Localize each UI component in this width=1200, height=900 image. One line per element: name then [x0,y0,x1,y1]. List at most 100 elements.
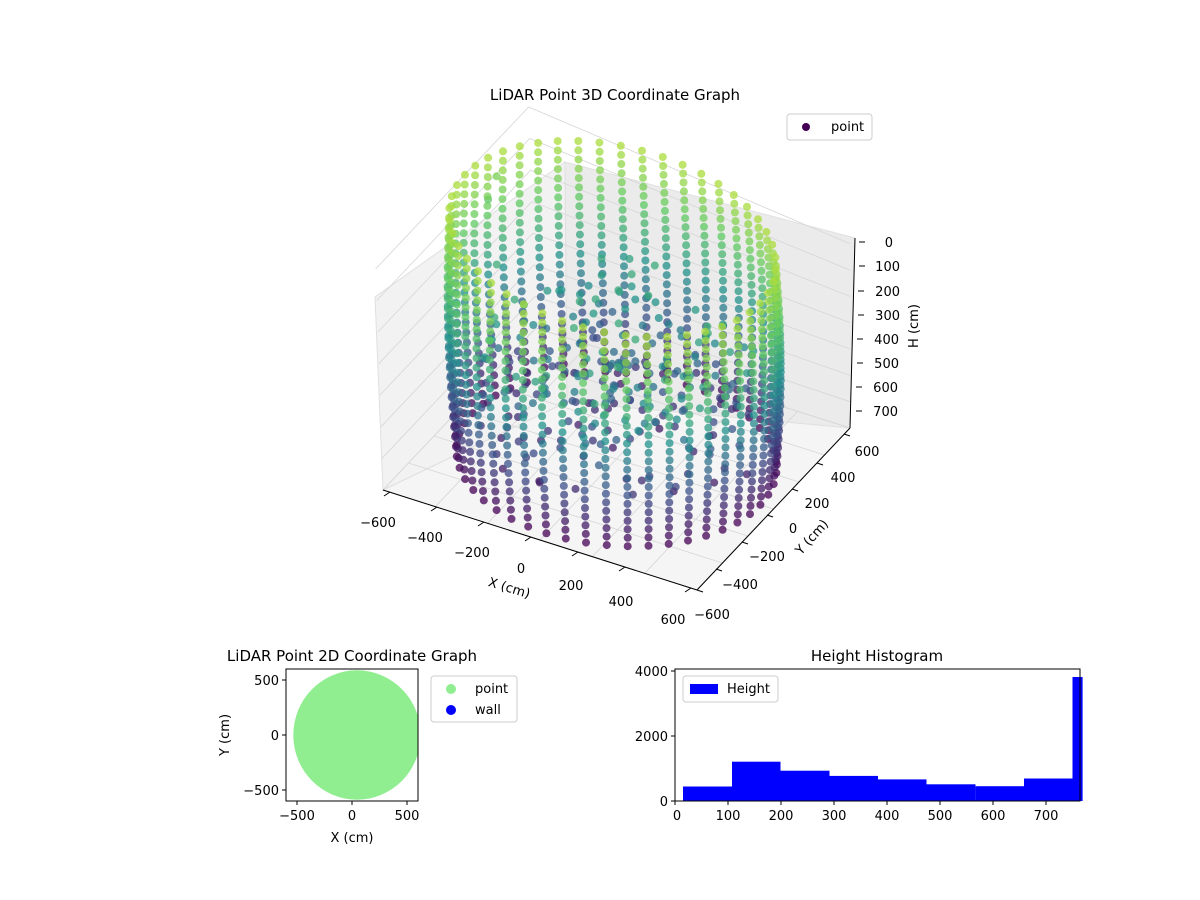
wall-point [472,382,481,391]
wall-point [472,325,481,334]
wall-point [579,379,588,387]
wall-point [470,181,479,189]
interior-point [695,404,704,413]
z-tick-label: 300 [875,309,900,324]
wall-point [731,217,740,226]
wall-point [746,510,754,519]
wall-point [538,439,547,448]
wall-point [483,250,492,259]
wall-point [466,447,475,456]
wall-point [445,216,454,225]
wall-point [452,329,461,338]
wall-point [448,229,457,238]
wall-point [662,243,671,252]
wall-point [721,426,730,435]
wall-point [720,484,729,493]
wall-point [538,309,547,318]
wall-point [721,392,729,401]
wall-point [721,460,730,469]
wall-point [720,476,729,485]
wall-point [735,359,744,368]
wall-point [734,304,743,313]
wall-point [517,277,526,286]
wall-point [515,199,524,208]
wall-point [537,384,546,393]
wall-point [644,499,653,508]
wall-point [702,345,710,354]
wall-point [640,219,649,228]
wall-point [602,498,611,507]
wall-point [623,542,632,551]
wall-point [453,359,462,367]
wall-point [536,283,545,292]
wall-point [447,192,456,201]
wall-point [639,173,647,182]
x-tick-label: 0 [673,809,681,824]
wall-point [489,459,498,468]
wall-point [762,227,771,236]
wall-point [736,444,745,453]
wall-point [579,433,588,442]
wall-point [755,232,764,241]
wall-point [644,440,653,449]
wall-point [757,275,766,284]
wall-point [732,316,741,325]
wall-point [642,342,651,351]
wall-point [595,157,604,165]
wall-point [643,378,652,387]
wall-point [718,525,727,534]
wall-point [749,368,757,377]
wall-point [486,327,495,336]
wall-point [483,221,492,230]
wall-point [541,520,550,529]
x-tick-label: 200 [559,579,584,594]
wall-point [601,455,610,463]
histogram-bar [1072,677,1083,801]
wall-point [758,468,767,476]
wall-point [618,196,627,205]
interior-point [570,387,579,396]
wall-point [768,399,777,408]
wall-point [769,277,778,286]
interior-point [591,419,599,428]
wall-point [472,373,481,382]
wall-point [472,334,481,343]
interior-point [637,476,646,485]
wall-point [457,426,465,435]
wall-point [558,363,567,372]
wall-point [733,510,742,519]
wall-point [461,322,470,331]
wall-point [756,307,765,316]
wall-point [703,490,712,499]
wall-point [758,333,767,342]
wall-point [747,289,756,298]
wall-point [718,322,726,331]
wall-point [557,300,566,308]
wall-point [663,308,672,317]
wall-point [618,215,627,224]
wall-point [701,285,710,294]
wall-point [560,499,569,508]
wall-point [502,309,511,318]
wall-point [736,377,744,385]
wall-point [698,196,707,205]
wall-point [483,201,492,210]
wall-point [644,541,653,550]
wall-point [680,205,689,214]
wall-point [579,360,587,369]
wall-point [748,298,756,307]
wall-point [561,517,570,526]
wall-point [506,496,515,505]
wall-point [621,349,630,358]
histogram-x-ticks: 0 100 200 300 400 500 600 700 [673,801,1058,824]
wall-point [518,385,527,394]
wall-point [662,271,671,280]
wall-point [682,259,691,268]
x-tick-label: 400 [609,595,634,610]
interior-point [555,286,564,295]
wall-point [516,257,525,266]
interior-point [651,298,660,307]
wall-point [758,284,767,293]
wall-point [470,249,479,258]
wall-point [536,273,544,282]
